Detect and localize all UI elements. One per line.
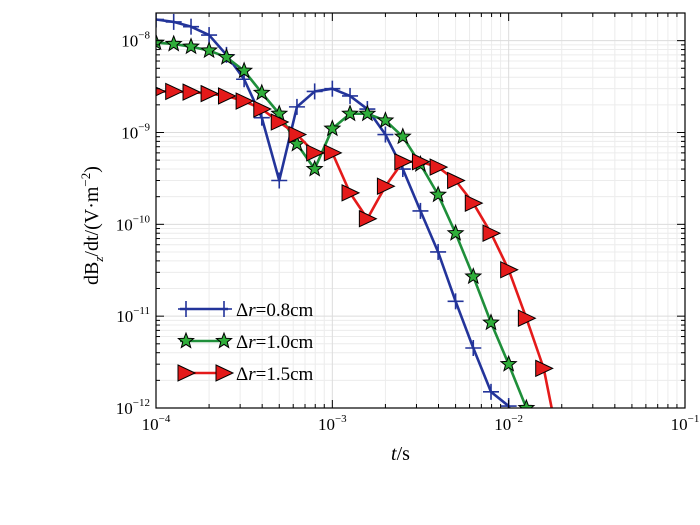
- series-2-point: [499, 354, 518, 372]
- series-3-point: [517, 309, 537, 327]
- series-1-point: [377, 126, 394, 143]
- legend-marker: [215, 364, 235, 382]
- legend-marker: [215, 331, 233, 349]
- legend-marker: [177, 364, 197, 382]
- y-tick-label: 10−8: [121, 30, 150, 51]
- series-1-point: [288, 98, 305, 115]
- series-2-point: [341, 104, 359, 122]
- series-3-point: [217, 87, 237, 105]
- series-3-point: [394, 152, 413, 171]
- series-2-point: [376, 111, 395, 129]
- y-tick-label: 10−12: [116, 397, 150, 418]
- series-3-point: [376, 177, 396, 196]
- series-1-point: [271, 172, 288, 189]
- data-curves: [156, 13, 554, 408]
- series-3-point: [500, 260, 519, 279]
- series-2-point: [270, 104, 289, 122]
- plot-frame: [155, 12, 686, 409]
- series-1-point: [465, 340, 482, 357]
- y-tick-label: 10−9: [121, 121, 150, 142]
- series-3-point: [253, 100, 272, 118]
- legend-marker: [178, 301, 194, 317]
- series-2-point: [517, 398, 536, 408]
- axis-ticks: [155, 12, 685, 409]
- series-3-point: [165, 82, 184, 101]
- series-1-point: [430, 243, 447, 260]
- legend-marker: [177, 331, 195, 349]
- series-1-point: [165, 13, 182, 30]
- axis-tick-labels: 10−4 10−3 10−2 10−1 10−8 10−9 10−10 10−11 10−12: [116, 30, 700, 434]
- x-tick-label: 10−3: [318, 413, 347, 434]
- y-tick-label: 10−11: [116, 305, 150, 326]
- series-1-point: [306, 83, 323, 100]
- y-axis-label: dBz/dt/(V·m−2): [78, 166, 106, 285]
- series-2-point: [429, 185, 448, 203]
- series-3-point: [358, 209, 378, 228]
- series-2-point: [446, 223, 465, 241]
- series-2-point: [164, 34, 183, 52]
- series-3-point: [323, 144, 343, 162]
- series-1-point: [483, 383, 500, 400]
- minor-grid: [156, 12, 685, 408]
- series-3-point: [270, 113, 290, 131]
- legend-item-1: Δr=0.8cm: [178, 300, 314, 321]
- x-tick-label: 10−2: [494, 413, 523, 434]
- series-3-point: [288, 125, 308, 144]
- series-2-point: [482, 313, 500, 331]
- series-2-point: [252, 83, 271, 101]
- legend: Δr=0.8cm Δr=1.0cm Δr=1.5cm: [177, 300, 314, 385]
- series-2-point: [217, 47, 236, 65]
- series-2-point: [323, 119, 342, 137]
- series-2-point: [358, 104, 377, 122]
- series-2-point: [200, 41, 219, 59]
- series-line-1: [156, 18, 511, 408]
- x-axis-label: t/s: [391, 443, 410, 465]
- legend-item-2: Δr=1.0cm: [177, 331, 314, 353]
- series-2-point: [393, 127, 412, 145]
- y-tick-label: 10−10: [116, 213, 151, 234]
- series-2-point: [235, 61, 254, 79]
- series-1-point: [201, 27, 218, 44]
- legend-label: Δr=0.8cm: [236, 300, 314, 321]
- series-1-point: [447, 293, 464, 310]
- series-2: [156, 33, 536, 408]
- series-2-point: [156, 33, 165, 51]
- series-3-point: [464, 194, 484, 212]
- series-line-2: [156, 41, 528, 408]
- series-2-point: [182, 37, 200, 55]
- series-1-point: [156, 13, 164, 28]
- series-3-point: [306, 144, 325, 162]
- x-tick-label: 10−1: [671, 413, 700, 434]
- series-1-point: [342, 87, 359, 104]
- series-3-point: [411, 152, 431, 171]
- series-1-point: [412, 202, 429, 219]
- series-3-point: [200, 84, 220, 103]
- legend-item-3: Δr=1.5cm: [177, 364, 314, 385]
- x-tick-label: 10−4: [142, 413, 171, 434]
- series-2-point: [464, 267, 483, 285]
- legend-label: Δr=1.0cm: [236, 332, 314, 353]
- series-3-point: [235, 92, 255, 110]
- series-2-point: [305, 159, 324, 177]
- series-3: [156, 82, 554, 408]
- series-3-point: [535, 359, 554, 378]
- series-1-point: [324, 80, 341, 97]
- series-3-point: [341, 184, 361, 202]
- series-3-point: [429, 158, 449, 176]
- series-1: [156, 13, 517, 408]
- series-1-point: [183, 18, 200, 35]
- series-3-point: [182, 83, 202, 101]
- series-3-point: [447, 171, 466, 190]
- legend-marker: [216, 301, 232, 317]
- series-3-point: [482, 224, 502, 243]
- legend-label: Δr=1.5cm: [236, 364, 314, 385]
